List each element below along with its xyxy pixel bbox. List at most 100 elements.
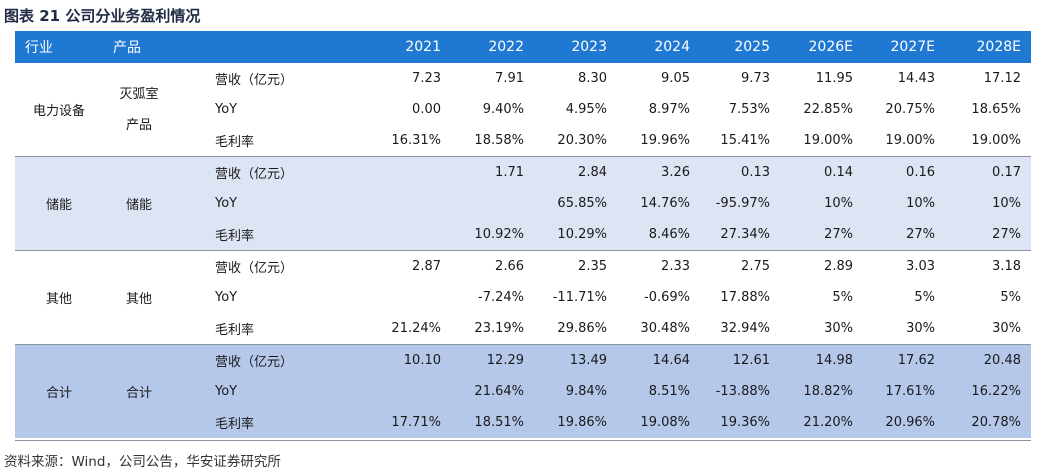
value-cell: 30%	[780, 313, 863, 345]
table-row: 储能 储能 营收（亿元） 1.71 2.84 3.26 0.13 0.14 0.…	[15, 156, 1031, 251]
value-cell: 8.97%	[617, 94, 700, 125]
table-row: 毛利率 17.71% 18.51% 19.86% 19.08% 19.36% 2…	[15, 407, 1031, 438]
industry-cell: 电力设备	[15, 63, 103, 157]
value-cell: 27%	[945, 219, 1031, 251]
product-cell: 储能	[103, 156, 175, 251]
value-cell: 0.00	[365, 94, 451, 125]
value-cell: 2.75	[700, 250, 780, 282]
value-cell: 32.94%	[700, 313, 780, 345]
value-cell: 15.41%	[700, 125, 780, 157]
metric-cell: 营收（亿元）	[175, 63, 365, 94]
industry-cell: 其他	[15, 250, 103, 345]
value-cell: 20.78%	[945, 407, 1031, 438]
value-cell: 0.17	[945, 156, 1031, 188]
value-cell	[451, 188, 534, 219]
value-cell: 9.73	[700, 63, 780, 94]
table-row: 电力设备 灭弧室 产品 营收（亿元） 7.23 7.91 8.30 9.05 9…	[15, 63, 1031, 157]
value-cell: -7.24%	[451, 282, 534, 313]
value-cell: 17.61%	[863, 376, 945, 407]
value-cell: 27%	[780, 219, 863, 251]
value-cell: 27%	[863, 219, 945, 251]
metric-cell: YoY	[175, 376, 365, 407]
value-cell: 5%	[780, 282, 863, 313]
metric-cell: 毛利率	[175, 219, 365, 251]
value-cell: -95.97%	[700, 188, 780, 219]
value-cell: 7.53%	[700, 94, 780, 125]
value-cell: 0.16	[863, 156, 945, 188]
value-cell: 3.26	[617, 156, 700, 188]
value-cell: 2.35	[534, 250, 617, 282]
business-profit-table: 行业 产品 2021 2022 2023 2024 2025 2026E 202…	[15, 31, 1031, 438]
header-year: 2021	[365, 31, 451, 63]
header-year: 2026E	[780, 31, 863, 63]
table-row: YoY 0.00 9.40% 4.95% 8.97% 7.53% 22.85% …	[15, 94, 1031, 125]
value-cell: 8.51%	[617, 376, 700, 407]
product-cell: 合计	[103, 344, 175, 438]
value-cell: 8.30	[534, 63, 617, 94]
metric-cell: 毛利率	[175, 125, 365, 157]
value-cell: 17.12	[945, 63, 1031, 94]
value-cell: 9.84%	[534, 376, 617, 407]
value-cell: 65.85%	[534, 188, 617, 219]
metric-cell: YoY	[175, 188, 365, 219]
group-other: 其他 其他 营收（亿元） 2.87 2.66 2.35 2.33 2.75 2.…	[15, 250, 1031, 345]
header-year: 2022	[451, 31, 534, 63]
value-cell: 5%	[863, 282, 945, 313]
value-cell: 19.96%	[617, 125, 700, 157]
value-cell: 9.05	[617, 63, 700, 94]
table-row: YoY 21.64% 9.84% 8.51% -13.88% 18.82% 17…	[15, 376, 1031, 407]
value-cell: 7.23	[365, 63, 451, 94]
value-cell: 2.89	[780, 250, 863, 282]
value-cell: 19.36%	[700, 407, 780, 438]
figure-title: 图表 21 公司分业务盈利情况	[4, 7, 201, 25]
header-year: 2028E	[945, 31, 1031, 63]
value-cell: 0.14	[780, 156, 863, 188]
value-cell: 2.66	[451, 250, 534, 282]
value-cell	[365, 282, 451, 313]
value-cell	[365, 376, 451, 407]
header-year: 2025	[700, 31, 780, 63]
group-energy-storage: 储能 储能 营收（亿元） 1.71 2.84 3.26 0.13 0.14 0.…	[15, 156, 1031, 251]
metric-cell: YoY	[175, 94, 365, 125]
value-cell: 18.58%	[451, 125, 534, 157]
value-cell: 2.84	[534, 156, 617, 188]
value-cell: 30%	[945, 313, 1031, 345]
table-row: 毛利率 16.31% 18.58% 20.30% 19.96% 15.41% 1…	[15, 125, 1031, 157]
value-cell: 10.10	[365, 344, 451, 376]
value-cell: 0.13	[700, 156, 780, 188]
value-cell: 19.00%	[863, 125, 945, 157]
product-line: 灭弧室	[119, 86, 159, 102]
table-row: 毛利率 10.92% 10.29% 8.46% 27.34% 27% 27% 2…	[15, 219, 1031, 251]
value-cell	[365, 188, 451, 219]
value-cell: 30%	[863, 313, 945, 345]
value-cell: 29.86%	[534, 313, 617, 345]
metric-cell: 营收（亿元）	[175, 344, 365, 376]
header-year: 2024	[617, 31, 700, 63]
header-metric	[175, 31, 365, 63]
value-cell: 19.86%	[534, 407, 617, 438]
value-cell: 2.33	[617, 250, 700, 282]
value-cell: 5%	[945, 282, 1031, 313]
value-cell: 21.20%	[780, 407, 863, 438]
table-row: 毛利率 21.24% 23.19% 29.86% 30.48% 32.94% 3…	[15, 313, 1031, 345]
value-cell: 8.46%	[617, 219, 700, 251]
product-cell: 灭弧室 产品	[103, 63, 175, 157]
value-cell: 14.64	[617, 344, 700, 376]
value-cell: 10.29%	[534, 219, 617, 251]
table-row: 其他 其他 营收（亿元） 2.87 2.66 2.35 2.33 2.75 2.…	[15, 250, 1031, 345]
value-cell: 12.61	[700, 344, 780, 376]
value-cell: 19.00%	[945, 125, 1031, 157]
value-cell: 14.43	[863, 63, 945, 94]
value-cell: 17.71%	[365, 407, 451, 438]
value-cell: 18.51%	[451, 407, 534, 438]
value-cell: 17.88%	[700, 282, 780, 313]
source-note: 资料来源：Wind，公司公告，华安证券研究所	[4, 454, 281, 470]
table-row: YoY -7.24% -11.71% -0.69% 17.88% 5% 5% 5…	[15, 282, 1031, 313]
value-cell: 21.24%	[365, 313, 451, 345]
product-line: 产品	[125, 117, 152, 133]
header-product: 产品	[103, 31, 175, 63]
product-cell: 其他	[103, 250, 175, 345]
metric-cell: 毛利率	[175, 407, 365, 438]
value-cell: 9.40%	[451, 94, 534, 125]
value-cell: 2.87	[365, 250, 451, 282]
